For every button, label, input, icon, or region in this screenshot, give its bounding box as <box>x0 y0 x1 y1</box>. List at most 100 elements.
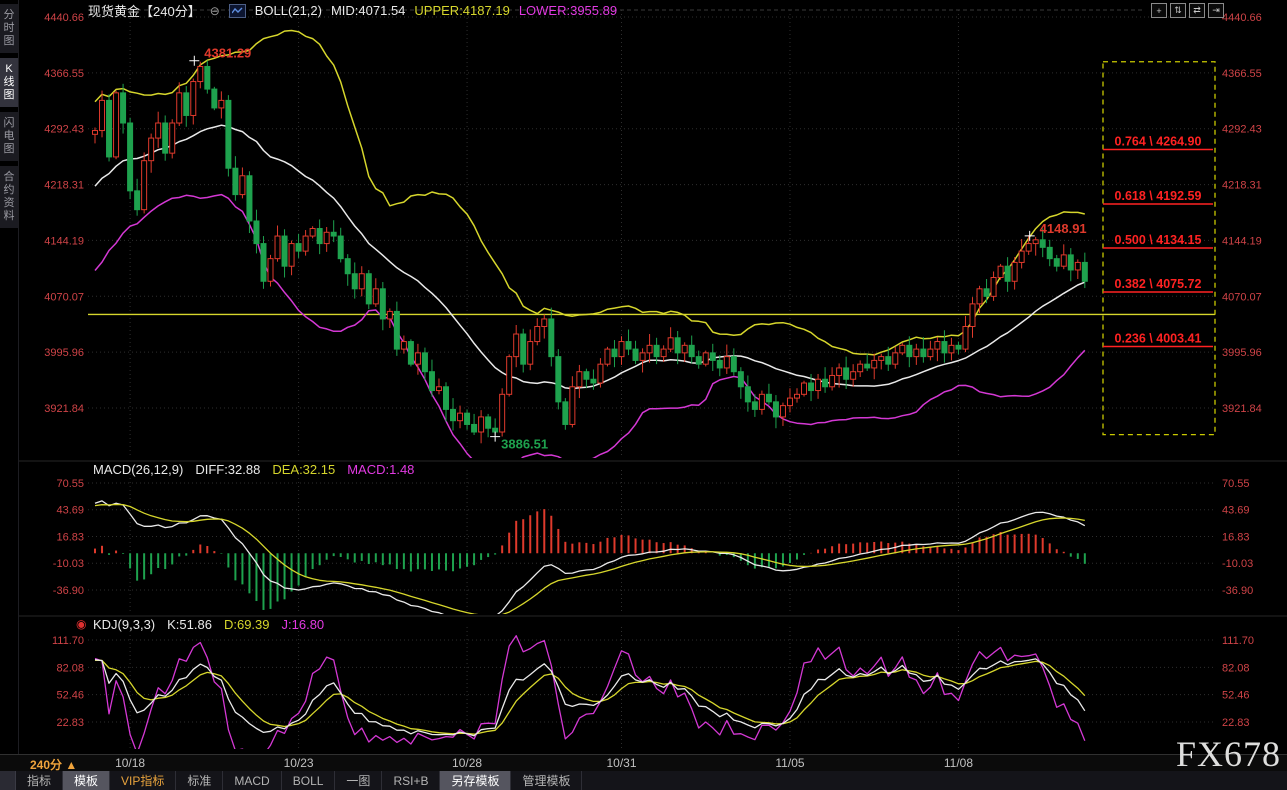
kdj-d-value: D:69.39 <box>223 617 270 632</box>
kdj-j-value: J:16.80 <box>281 617 325 632</box>
svg-text:0.500 \ 4134.15: 0.500 \ 4134.15 <box>1115 233 1202 247</box>
sidebar: 分时图 K线图闪电图合约资料 <box>0 0 19 776</box>
svg-text:3995.96: 3995.96 <box>44 347 84 359</box>
bottom-toolbar: 指标 模板 VIP指标 标准 MACD BOLL 一图 RSI+B 另存模板 管理模板 <box>0 771 1287 790</box>
pan-tool-icon[interactable]: + <box>1151 3 1167 18</box>
toolbar-item-9[interactable]: 另存模板 <box>440 771 512 790</box>
svg-text:52.46: 52.46 <box>56 690 84 702</box>
watermark: FX678 <box>1176 734 1282 774</box>
svg-text:4148.91: 4148.91 <box>1040 221 1087 236</box>
svg-text:-36.90: -36.90 <box>53 585 84 597</box>
svg-text:4144.19: 4144.19 <box>1222 235 1262 247</box>
svg-text:4366.55: 4366.55 <box>1222 68 1262 80</box>
svg-text:4070.07: 4070.07 <box>1222 291 1262 303</box>
boll-upper-value: UPPER:4187.19 <box>414 3 510 18</box>
svg-text:70.55: 70.55 <box>56 478 84 490</box>
date-label: 10/31 <box>606 756 637 770</box>
macd-dea-value: DEA:32.15 <box>272 462 336 477</box>
kdj-pane-header: KDJ(9,3,3) K:51.86 D:69.39 J:16.80 <box>93 617 324 632</box>
date-label: 11/08 <box>943 756 974 770</box>
svg-text:82.08: 82.08 <box>1222 662 1250 674</box>
sidebar-tab-2[interactable]: K线图 <box>0 58 18 107</box>
svg-text:43.69: 43.69 <box>1222 505 1250 517</box>
svg-text:22.83: 22.83 <box>56 717 84 729</box>
toolbar-item-6[interactable]: BOLL <box>282 771 336 790</box>
collapse-indicator-icon[interactable]: ⊖ <box>209 3 220 18</box>
date-label: 10/23 <box>283 756 314 770</box>
svg-text:82.08: 82.08 <box>56 662 84 674</box>
shift-chart-icon[interactable]: ⇥ <box>1208 3 1224 18</box>
macd-diff-value: DIFF:32.88 <box>195 462 261 477</box>
toolbar-item-1[interactable]: 指标 <box>16 771 64 790</box>
toolbar-item-4[interactable]: 标准 <box>176 771 224 790</box>
chart-canvas[interactable]: 4440.66 4440.66 4366.55 4366.55 4292.43 4292.… <box>0 0 1287 754</box>
svg-text:4218.31: 4218.31 <box>44 180 84 192</box>
svg-text:70.55: 70.55 <box>1222 478 1250 490</box>
svg-text:4070.07: 4070.07 <box>44 291 84 303</box>
vertical-scale-icon[interactable]: ⇅ <box>1170 3 1186 18</box>
kdj-k-value: K:51.86 <box>167 617 212 632</box>
date-label: 11/05 <box>775 756 805 770</box>
svg-text:16.83: 16.83 <box>56 531 84 543</box>
svg-text:4292.43: 4292.43 <box>44 124 84 136</box>
indicator-alert-icon[interactable]: ◉ <box>76 617 87 631</box>
svg-text:-10.03: -10.03 <box>53 558 84 570</box>
svg-text:3921.84: 3921.84 <box>1222 403 1262 415</box>
sidebar-tab-3[interactable]: 闪电图 <box>0 112 18 161</box>
kdj-title: KDJ(9,3,3) <box>93 617 156 632</box>
grid-layer: 4440.66 4440.66 4366.55 4366.55 4292.43 4292.… <box>18 9 1287 750</box>
main-pane <box>88 29 1215 458</box>
boll-params-label: BOLL(21,2) <box>254 3 322 18</box>
boll-mid-value: MID:4071.54 <box>330 3 406 18</box>
date-label: 10/28 <box>452 756 483 770</box>
svg-text:0.236 \ 4003.41: 0.236 \ 4003.41 <box>1115 332 1202 346</box>
svg-text:111.70: 111.70 <box>52 635 84 647</box>
macd-macd-value: MACD:1.48 <box>347 462 415 477</box>
svg-text:3921.84: 3921.84 <box>44 403 84 415</box>
chart-tool-icons: + ⇅ ⇄ ⇥ <box>1151 3 1224 18</box>
corner-handle[interactable] <box>0 771 16 790</box>
kdj-pane <box>94 635 1086 749</box>
toolbar-item-10[interactable]: 管理模板 <box>511 771 583 790</box>
toolbar-item-8[interactable]: RSI+B <box>382 771 441 790</box>
svg-text:0.382 \ 4075.72: 0.382 \ 4075.72 <box>1115 277 1202 291</box>
svg-text:52.46: 52.46 <box>1222 690 1250 702</box>
date-label: 10/18 <box>115 756 146 770</box>
time-axis: 240分 ▲ 10/18 10/23 10/28 10/31 11/05 11/08 <box>0 754 1287 772</box>
svg-text:-36.90: -36.90 <box>1222 585 1253 597</box>
timeframe-arrow-icon: ▲ <box>65 758 78 772</box>
chart-type-icon[interactable] <box>228 3 246 18</box>
fibonacci-overlay: 0.764 \ 4264.90 0.618 \ 4192.59 0.500 \ 41… <box>1102 61 1216 436</box>
svg-text:3995.96: 3995.96 <box>1222 347 1262 359</box>
svg-text:43.69: 43.69 <box>56 505 84 517</box>
svg-text:4366.55: 4366.55 <box>44 68 84 80</box>
svg-text:4292.43: 4292.43 <box>1222 124 1262 136</box>
timeframe-selector[interactable]: 240分 ▲ <box>30 756 77 773</box>
svg-text:4218.31: 4218.31 <box>1222 180 1262 192</box>
svg-text:4381.29: 4381.29 <box>204 46 251 61</box>
svg-text:16.83: 16.83 <box>1222 531 1250 543</box>
annotations-layer: 4381.29 3886.51 4148.91 <box>189 46 1087 452</box>
toolbar-item-3[interactable]: VIP指标 <box>110 771 177 790</box>
macd-pane <box>94 500 1086 614</box>
instrument-title: 现货黄金【240分】 <box>88 4 201 19</box>
svg-text:111.70: 111.70 <box>1222 635 1254 647</box>
svg-text:4144.19: 4144.19 <box>44 235 84 247</box>
svg-text:-10.03: -10.03 <box>1222 558 1253 570</box>
svg-text:3886.51: 3886.51 <box>501 437 548 452</box>
macd-title: MACD(26,12,9) <box>93 462 184 477</box>
toolbar-item-5[interactable]: MACD <box>223 771 282 790</box>
svg-text:22.83: 22.83 <box>1222 717 1250 729</box>
svg-text:0.764 \ 4264.90: 0.764 \ 4264.90 <box>1115 134 1202 148</box>
sidebar-tab-1[interactable]: 分时图 <box>0 4 18 53</box>
toolbar-item-2[interactable]: 模板 <box>63 771 111 790</box>
horizontal-scale-icon[interactable]: ⇄ <box>1189 3 1205 18</box>
timeframe-label: 240分 <box>30 758 63 772</box>
sidebar-tab-4[interactable]: 合约资料 <box>0 166 18 228</box>
chart-header: 现货黄金【240分】 ⊖ BOLL(21,2) MID:4071.54 UPPE… <box>88 2 617 19</box>
svg-text:0.618 \ 4192.59: 0.618 \ 4192.59 <box>1115 189 1202 203</box>
svg-text:4440.66: 4440.66 <box>44 12 84 24</box>
toolbar-item-7[interactable]: 一图 <box>335 771 383 790</box>
svg-text:4440.66: 4440.66 <box>1222 12 1262 24</box>
